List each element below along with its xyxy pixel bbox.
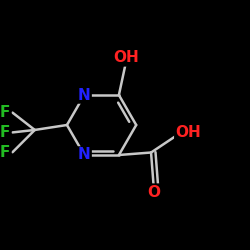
- Text: O: O: [147, 184, 160, 200]
- Text: F: F: [0, 105, 10, 120]
- Text: OH: OH: [175, 125, 201, 140]
- Text: F: F: [0, 125, 10, 140]
- Text: N: N: [78, 88, 91, 102]
- Text: F: F: [0, 145, 10, 160]
- Text: OH: OH: [114, 50, 139, 66]
- Text: N: N: [78, 148, 91, 162]
